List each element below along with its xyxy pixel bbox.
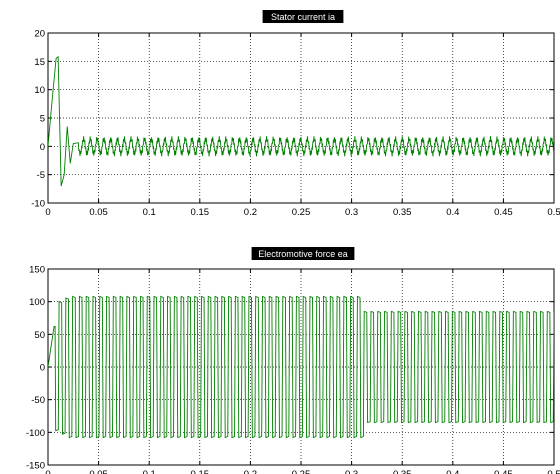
y-tick-label: -50 — [31, 395, 45, 406]
plot-title: Stator current ia — [262, 10, 344, 23]
x-tick-label: 0.35 — [393, 469, 412, 474]
x-tick-label: 0.05 — [89, 469, 108, 474]
x-tick-label: 0.2 — [244, 207, 257, 218]
y-tick-label: 0 — [40, 142, 45, 153]
x-tick-label: 0.45 — [494, 469, 513, 474]
x-tick-label: 0.45 — [494, 207, 513, 218]
plot-title: Electromotive force ea — [251, 247, 355, 260]
x-tick-label: 0.3 — [345, 469, 358, 474]
x-tick-label: 0.05 — [89, 207, 108, 218]
series-line-stator-current — [48, 55, 554, 187]
plot-title-background — [251, 247, 355, 260]
x-tick-label: 0.25 — [292, 207, 311, 218]
y-tick-label: 15 — [34, 57, 45, 68]
x-tick-label: 0.15 — [191, 469, 210, 474]
y-tick-label: 20 — [34, 29, 45, 40]
y-tick-label: 100 — [29, 297, 45, 308]
y-tick-label: 50 — [34, 330, 45, 341]
y-tick-label: -150 — [26, 461, 45, 472]
x-tick-label: 0.5 — [547, 469, 560, 474]
y-tick-label: 0 — [40, 363, 45, 374]
y-tick-label: -100 — [26, 428, 45, 439]
plot-title-text: Electromotive force ea — [258, 249, 348, 259]
emf-plot: Electromotive force ea 0 0.05 0.1 0.15 0.2 0.2… — [26, 247, 560, 474]
plot-title-text: Stator current ia — [271, 12, 335, 22]
x-tick-label: 0.2 — [244, 469, 257, 474]
x-tick-label: 0.4 — [446, 207, 459, 218]
x-tick-label: 0 — [45, 207, 50, 218]
y-tick-label: -5 — [37, 170, 45, 181]
x-tick-label: 0.5 — [547, 207, 560, 218]
y-tick-label: 10 — [34, 85, 45, 96]
x-tick-label: 0.15 — [191, 207, 210, 218]
x-tick-label: 0.3 — [345, 207, 358, 218]
y-tick-label: -10 — [31, 199, 45, 210]
x-tick-label: 0 — [45, 469, 50, 474]
series-line-emf — [48, 295, 554, 439]
y-tick-label: 5 — [40, 114, 45, 125]
x-tick-label: 0.1 — [143, 469, 156, 474]
x-tick-label: 0.35 — [393, 207, 412, 218]
y-tick-label: 150 — [29, 265, 45, 276]
x-tick-label: 0.25 — [292, 469, 311, 474]
x-tick-label: 0.4 — [446, 469, 459, 474]
x-tick-label: 0.1 — [143, 207, 156, 218]
stator-current-plot: Stator current ia 0 0.05 0.1 0.15 0.2 0.25 0.3 0… — [31, 10, 560, 218]
plot-title-background — [262, 10, 344, 23]
